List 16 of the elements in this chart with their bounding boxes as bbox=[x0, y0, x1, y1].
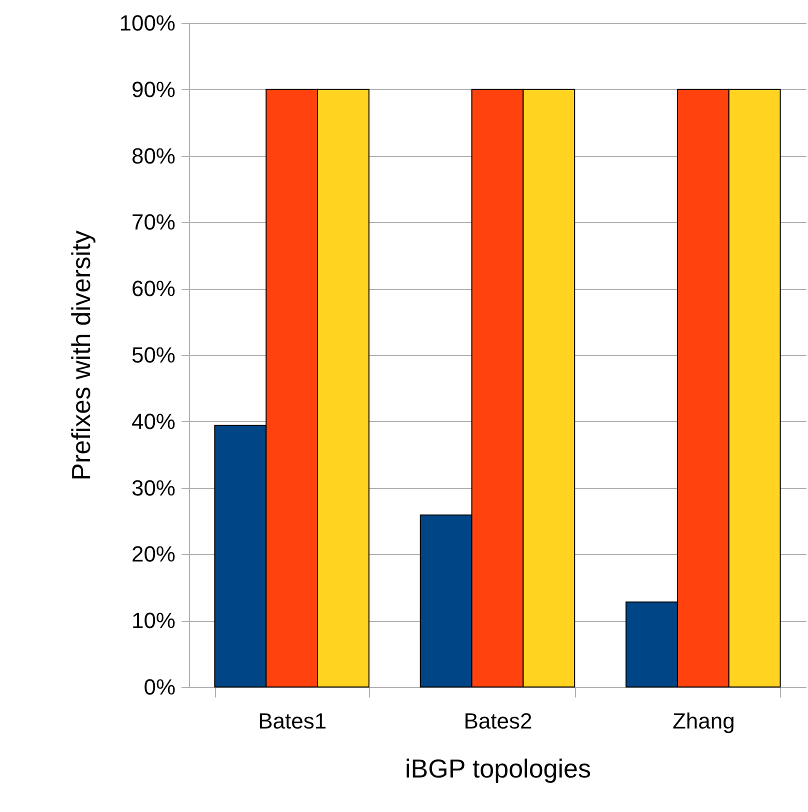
y-tick-label: 50% bbox=[131, 342, 176, 368]
y-tick-label: 40% bbox=[131, 408, 176, 434]
x-tick-label: Bates2 bbox=[464, 708, 532, 734]
y-tick-label: 30% bbox=[131, 475, 176, 500]
x-tick-label: Bates1 bbox=[258, 708, 327, 734]
y-tick-label: 80% bbox=[131, 143, 176, 168]
y-tick-label: 20% bbox=[131, 542, 176, 567]
y-tick-label: 10% bbox=[131, 608, 176, 634]
y-tick-label: 60% bbox=[131, 276, 176, 302]
y-tick-label: 100% bbox=[119, 10, 176, 36]
y-tick-label: 90% bbox=[131, 76, 176, 102]
x-axis-title: iBGP topologies bbox=[405, 754, 591, 784]
y-axis-title: Prefixes with diversity bbox=[66, 230, 96, 480]
y-tick-label: 0% bbox=[144, 674, 176, 700]
x-tick-label: Zhang bbox=[672, 708, 735, 734]
y-tick-label: 70% bbox=[131, 210, 176, 235]
